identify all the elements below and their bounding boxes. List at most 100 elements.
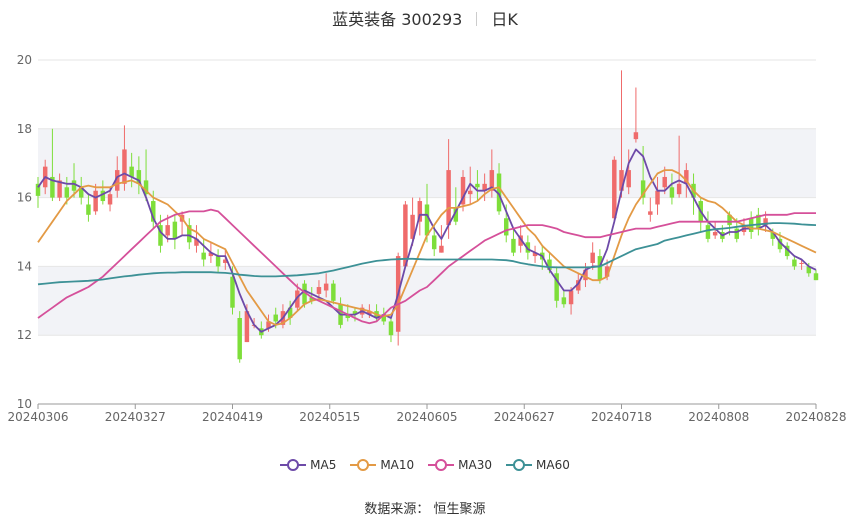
candle-body-up <box>604 266 610 277</box>
candle-body-up <box>93 190 98 212</box>
candle-body-down <box>525 242 531 253</box>
candle-body-up <box>648 211 653 215</box>
candle-body-down <box>50 176 55 198</box>
x-tick-label: 20240327 <box>105 410 166 424</box>
candle-body-down <box>237 318 242 360</box>
candle-body-down <box>64 187 70 198</box>
candle-body-up <box>460 176 466 205</box>
candle-body-up <box>107 194 113 205</box>
candle-body-down <box>777 238 783 250</box>
legend-ma10-label: MA10 <box>380 458 415 472</box>
candle-body-down <box>756 214 761 229</box>
data-source: 数据来源： 恒生聚源 <box>364 502 486 517</box>
x-tick-label: 20240419 <box>202 410 263 424</box>
candle-body-down <box>453 207 459 222</box>
candle-body-down <box>705 225 711 239</box>
candle-body-up <box>590 252 595 263</box>
candle-body-up <box>467 190 473 195</box>
candle-body-down <box>561 297 567 305</box>
candle-body-up <box>489 170 495 191</box>
candle-body-up <box>655 190 660 205</box>
y-tick-label: 20 <box>17 53 32 67</box>
y-tick-label: 18 <box>17 122 32 136</box>
legend: MA5 MA10 MA30 MA60 <box>0 458 850 472</box>
candle-body-down <box>273 314 278 322</box>
candle-body-up <box>367 311 372 315</box>
candle-body-up <box>684 170 689 184</box>
candle-body-down <box>71 180 77 191</box>
candle-body-up <box>115 170 120 191</box>
candle-body-up <box>532 252 538 257</box>
ma30-line <box>37 208 816 325</box>
candle-body-up <box>295 290 300 308</box>
x-tick-label: 20240515 <box>299 410 360 424</box>
ma10-line <box>37 169 817 326</box>
candle-body-down <box>727 214 732 226</box>
y-tick-label: 14 <box>17 259 32 273</box>
candle-body-down <box>129 166 134 177</box>
legend-ma60[interactable]: MA60 <box>506 458 570 472</box>
period-label: 日K <box>491 10 518 29</box>
candle-body-up <box>446 170 451 226</box>
candle-body-up <box>568 290 574 305</box>
candle-body-up <box>208 252 214 257</box>
candle-body-up <box>316 287 322 294</box>
legend-ma30[interactable]: MA30 <box>428 458 492 472</box>
candle-body-down <box>302 283 307 305</box>
candle-body-up <box>244 311 250 343</box>
candle-body-up <box>165 225 170 236</box>
candle-body-up <box>403 204 408 267</box>
candle-body-down <box>201 252 206 260</box>
candle-body-down <box>388 321 394 336</box>
candle-body-up <box>799 262 804 264</box>
x-tick-label: 20240828 <box>785 410 846 424</box>
legend-ma30-label: MA30 <box>458 458 493 472</box>
ma30-legend-icon <box>428 458 455 472</box>
legend-ma10[interactable]: MA10 <box>350 458 414 472</box>
candle-body-down <box>770 232 776 239</box>
candle-body-up <box>482 183 487 191</box>
candle-body-down <box>151 201 156 222</box>
candle-body-up <box>194 238 199 246</box>
legend-ma60-label: MA60 <box>536 458 570 472</box>
candle-body-up <box>662 176 667 188</box>
candle-body-down <box>187 225 192 243</box>
candle-body-up <box>518 235 523 246</box>
candle-body-up <box>122 149 127 184</box>
ma60-legend-icon <box>506 458 533 472</box>
candle-body-down <box>431 235 437 250</box>
x-tick-label: 20240605 <box>396 410 457 424</box>
candle-body-down <box>345 314 350 318</box>
x-tick-label: 20240306 <box>7 410 68 424</box>
candle-body-up <box>583 269 588 281</box>
x-tick-label: 20240627 <box>494 410 555 424</box>
candle-body-down <box>136 170 142 184</box>
chart-title: 蓝英装备 300293 日K <box>0 6 850 30</box>
candle-body-down <box>35 183 41 196</box>
candle-body-down <box>331 283 336 301</box>
y-tick-label: 12 <box>17 328 32 342</box>
candle-body-down <box>784 245 790 257</box>
x-tick-label: 20240808 <box>688 410 749 424</box>
candle-body-down <box>511 238 516 253</box>
candle-body-down <box>669 187 675 198</box>
candle-body-up <box>323 283 329 291</box>
candle-body-up <box>410 214 415 239</box>
candle-body-down <box>806 266 812 274</box>
legend-ma5[interactable]: MA5 <box>280 458 336 472</box>
candle-body-up <box>57 180 62 198</box>
candle-body-up <box>763 218 768 226</box>
candle-body-down <box>424 204 430 236</box>
ma5-legend-icon <box>280 458 307 472</box>
candle-body-up <box>612 159 617 219</box>
candle-body-up <box>619 170 624 191</box>
candle-body-down <box>86 204 91 215</box>
candle-body-down <box>734 228 739 239</box>
candle-body-down <box>78 187 84 198</box>
candle-body-down <box>158 225 163 246</box>
candle-body-down <box>496 173 502 212</box>
candle-body-up <box>633 132 639 140</box>
grid-band <box>38 266 816 336</box>
ma5-line <box>37 148 817 333</box>
